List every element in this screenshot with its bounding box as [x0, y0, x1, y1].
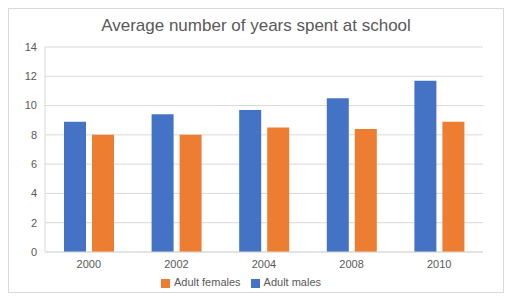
- svg-text:2008: 2008: [339, 258, 363, 270]
- html-text:Adult males: Adult males: [263, 276, 322, 288]
- svg-text:14: 14: [25, 43, 37, 53]
- svg-text:4: 4: [31, 187, 37, 199]
- svg-text:2004: 2004: [252, 258, 276, 270]
- svg-text:0: 0: [31, 246, 37, 258]
- svg-text:8: 8: [31, 129, 37, 141]
- svg-text:6: 6: [31, 158, 37, 170]
- svg-text:12: 12: [25, 70, 37, 82]
- svg-text:2002: 2002: [164, 258, 188, 270]
- html-text:Adult females: Adult females: [173, 276, 241, 288]
- html-text:Average number of years spent: Average number of years spent at school: [101, 16, 411, 35]
- svg-text:2010: 2010: [427, 258, 451, 270]
- svg-text:10: 10: [25, 99, 37, 111]
- svg-text:2: 2: [31, 217, 37, 229]
- svg-text:2000: 2000: [77, 258, 101, 270]
